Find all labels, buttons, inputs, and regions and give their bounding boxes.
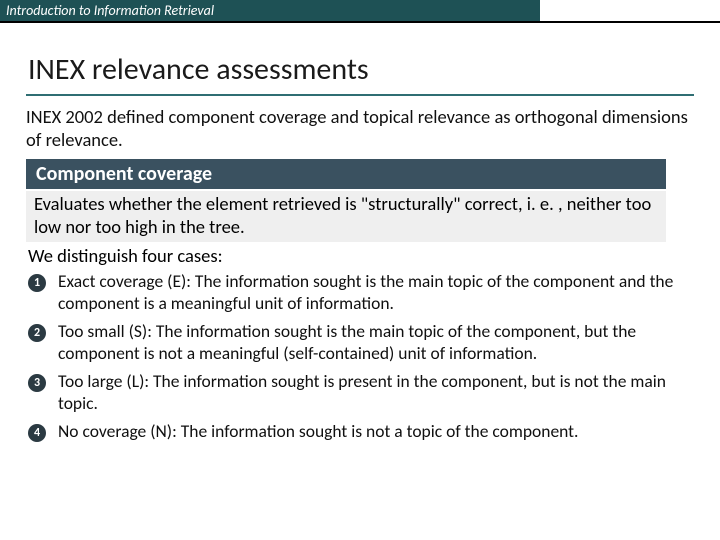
slide-body: INEX relevance assessments INEX 2002 def… (0, 23, 720, 460)
number-badge-icon: 3 (28, 374, 46, 392)
intro-text: INEX 2002 defined component coverage and… (26, 106, 694, 151)
cases-intro-text: We distinguish four cases: (28, 244, 694, 267)
section-heading: Component coverage (26, 159, 666, 189)
case-text: Exact coverage (E): The information soug… (58, 271, 694, 315)
list-item: 3 Too large (L): The information sought … (28, 371, 694, 415)
case-text: Too small (S): The information sought is… (58, 321, 694, 365)
page-title: INEX relevance assessments (26, 31, 694, 94)
cases-list: 1 Exact coverage (E): The information so… (26, 271, 694, 442)
list-item: 2 Too small (S): The information sought … (28, 321, 694, 365)
list-item: 1 Exact coverage (E): The information so… (28, 271, 694, 315)
list-item: 4 No coverage (N): The information sough… (28, 421, 694, 443)
title-divider (26, 94, 694, 96)
case-text: No coverage (N): The information sought … (58, 421, 694, 443)
number-badge-icon: 4 (28, 424, 46, 442)
evaluation-description: Evaluates whether the element retrieved … (26, 191, 666, 242)
course-header: Introduction to Information Retrieval (0, 0, 540, 22)
number-badge-icon: 2 (28, 324, 46, 342)
course-title-text: Introduction to Information Retrieval (6, 2, 214, 19)
number-badge-icon: 1 (28, 274, 46, 292)
case-text: Too large (L): The information sought is… (58, 371, 694, 415)
